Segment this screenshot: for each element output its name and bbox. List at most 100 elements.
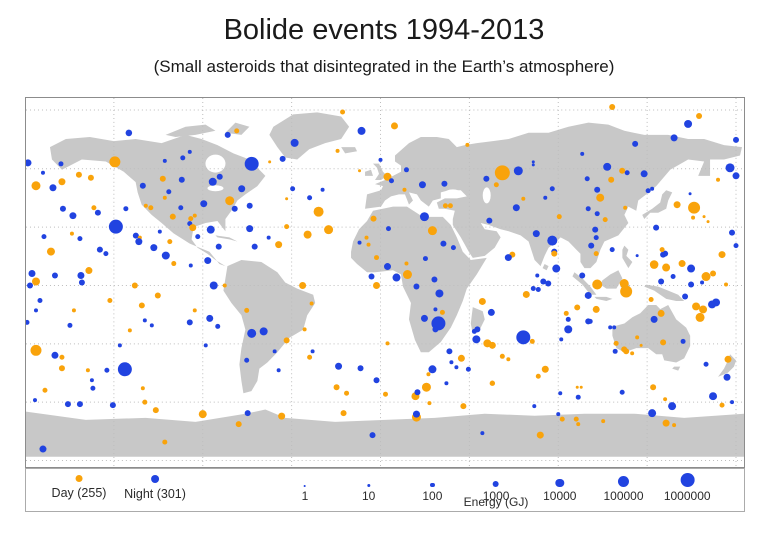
bolide-point-day [189, 224, 197, 232]
bolide-point-night [246, 202, 253, 209]
bolide-point-night [531, 163, 535, 167]
bolide-point-night [530, 285, 536, 291]
bolide-point-night [104, 367, 110, 373]
bolide-point-night [58, 161, 64, 167]
size-legend-value: 1000000 [663, 489, 711, 503]
bolide-point-day [85, 368, 90, 373]
bolide-point-night [206, 225, 215, 234]
bolide-point-day [559, 416, 565, 422]
bolide-point-day [383, 391, 388, 397]
bolide-point-day [127, 328, 132, 333]
bolide-point-day [235, 421, 242, 428]
bolide-point-night [640, 170, 648, 178]
legend-panel: Day (255) Night (301) 1 10 100 1000 10000 100… [25, 468, 745, 512]
bolide-point-night [188, 263, 193, 268]
bolide-point-night [670, 134, 678, 142]
bolide-point-day [390, 122, 398, 130]
bolide-point-night [246, 225, 254, 233]
bolide-point-night [259, 327, 268, 336]
bolide-point-day [109, 156, 121, 168]
bolide-point-day [75, 171, 82, 178]
bolide-point-day [303, 230, 312, 239]
bolide-point-day [333, 384, 340, 391]
bolide-point-day [31, 277, 40, 286]
bolide-point-night [204, 257, 212, 265]
bolide-point-day [138, 302, 145, 309]
bolide-point-night [78, 279, 85, 286]
bolide-point-night [307, 195, 313, 201]
bolide-point-day [673, 201, 681, 209]
bolide-point-day [576, 422, 581, 427]
bolide-point-night [357, 126, 366, 135]
bolide-point-night [180, 155, 186, 161]
bolide-point-day [623, 205, 628, 210]
bolide-point-day [373, 282, 381, 289]
bolide-point-day [579, 385, 583, 389]
bolide-point-day [421, 382, 431, 392]
bolide-point-night [335, 362, 343, 370]
bolide-point-day [724, 355, 732, 363]
bolide-point-night [37, 297, 43, 303]
size-legend-dot [304, 485, 306, 487]
bolide-point-day [344, 390, 350, 396]
bolide-point-night [117, 343, 122, 348]
bolide-point-day [649, 260, 659, 269]
bolide-point-day [58, 365, 65, 372]
bolide-point-day [465, 142, 470, 147]
bolide-point-day [107, 297, 113, 303]
bolide-point-day [592, 279, 603, 290]
bolide-point-night [320, 187, 325, 192]
bolide-point-day [427, 401, 432, 406]
bolide-point-night [516, 330, 531, 345]
size-legend-dot [367, 484, 371, 487]
bolide-point-day [718, 251, 726, 259]
bolide-point-day [478, 297, 486, 305]
size-legend-item: 1 [302, 473, 308, 503]
bolide-point-night [535, 286, 541, 292]
size-legend-item: 10 [362, 473, 375, 503]
bolide-point-day [167, 239, 173, 245]
bolide-point-night [733, 136, 740, 143]
bolide-point-night [187, 149, 192, 154]
bolide-point-day [42, 387, 48, 393]
bolide-point-night [592, 226, 599, 233]
bolide-point-day [426, 372, 431, 377]
bolide-point-day [85, 267, 93, 275]
land-polygon [542, 264, 549, 271]
bolide-point-day [385, 341, 390, 346]
bolide-point-day [59, 354, 65, 360]
legend-item-day: Day (255) [52, 469, 106, 502]
bolide-point-day [447, 203, 453, 209]
bolide-point-night [90, 385, 96, 391]
land-polygon [644, 284, 685, 301]
bolide-point-day [222, 283, 227, 288]
bolide-point-night [244, 156, 259, 171]
land-masses [26, 112, 744, 457]
bolide-point-night [272, 349, 277, 354]
bolide-point-night [51, 351, 59, 359]
bolide-point-day [285, 197, 289, 201]
bolide-point-night [540, 278, 547, 285]
bolide-point-night [203, 343, 208, 348]
bolide-point-day [639, 343, 643, 347]
bolide-point-day [439, 309, 445, 315]
bolide-point-day [719, 402, 725, 408]
bolide-point-night [733, 243, 739, 249]
bolide-point-day [488, 341, 496, 349]
land-polygon [612, 305, 691, 363]
bolide-point-night [648, 409, 657, 418]
bolide-point-day [574, 304, 581, 311]
bolide-point-day [131, 282, 138, 289]
bolide-point-night [486, 217, 493, 224]
bolide-point-night [310, 349, 315, 354]
bolide-point-night [682, 293, 689, 300]
bolide-point-day [192, 308, 197, 313]
bolide-point-night [208, 177, 217, 186]
bolide-point-night [162, 158, 167, 163]
bolide-point-night [59, 205, 66, 212]
bolide-point-night [549, 186, 555, 192]
land-polygon [572, 272, 597, 295]
bolide-point-night [369, 432, 376, 439]
bolide-point-night [420, 314, 428, 322]
bolide-point-night [422, 256, 428, 262]
